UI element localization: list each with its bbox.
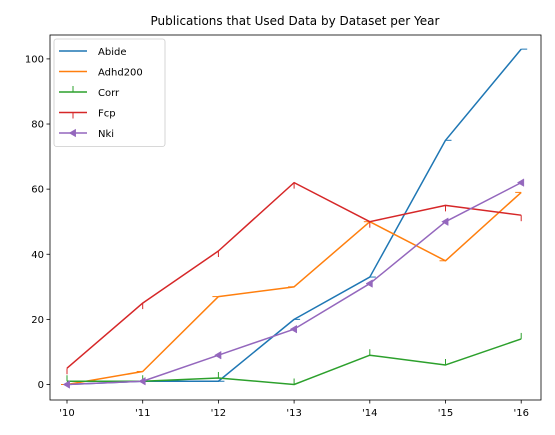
- data-point-nki: [441, 217, 449, 226]
- data-point-nki: [289, 324, 298, 334]
- legend-entry-adhd200: Adhd200: [59, 67, 143, 78]
- data-point-nki: [214, 350, 222, 360]
- data-point-nki: [62, 380, 70, 389]
- series-line-adhd200: [66, 191, 522, 386]
- y-axis: 0 20 40 60 80 100: [25, 54, 50, 391]
- legend-entry-fcp: Fcp: [59, 108, 116, 119]
- y-tick-label: 20: [31, 315, 44, 326]
- data-point-nki: [516, 178, 525, 187]
- data-point-nki: [365, 279, 373, 288]
- y-tick-label: 80: [31, 120, 44, 131]
- legend-marker: [68, 128, 76, 138]
- legend-label: Corr: [98, 88, 120, 99]
- x-axis: '10 '11 '12 '13 '14 '15 '16: [59, 400, 529, 419]
- y-tick-label: 60: [31, 185, 44, 196]
- legend-label: Fcp: [98, 108, 116, 119]
- x-tick-label: '11: [135, 408, 150, 419]
- x-tick-label: '13: [286, 408, 301, 419]
- series-line-fcp: [66, 181, 522, 369]
- series-nki: [62, 178, 525, 389]
- legend-entry-abide: Abide: [59, 47, 126, 58]
- series-corr: [66, 332, 522, 386]
- legend-label: Adhd200: [98, 67, 143, 78]
- series-group: [61, 48, 528, 389]
- legend-label: Nki: [98, 129, 114, 140]
- series-line-corr: [67, 338, 522, 386]
- y-tick-label: 100: [25, 54, 44, 65]
- series-adhd200: [61, 191, 522, 386]
- x-tick-label: '10: [59, 408, 74, 419]
- x-tick-label: '16: [513, 408, 528, 419]
- y-tick-label: 40: [31, 250, 44, 261]
- legend-box: [53, 38, 166, 147]
- legend: Abide Adhd200 Corr Fcp Nki: [53, 38, 166, 147]
- legend-entry-corr: Corr: [59, 86, 120, 99]
- series-line-nki: [66, 181, 522, 386]
- legend-entry-nki: Nki: [59, 128, 114, 140]
- y-tick-label: 0: [38, 380, 44, 391]
- plot-frame: [49, 34, 542, 401]
- x-tick-label: '14: [362, 408, 377, 419]
- legend-label: Abide: [98, 47, 126, 58]
- plot-area: [49, 34, 542, 401]
- x-tick-label: '12: [211, 408, 226, 419]
- data-point-nki: [138, 377, 146, 386]
- series-fcp: [66, 181, 522, 375]
- x-tick-label: '15: [438, 408, 453, 419]
- chart-title: Publications that Used Data by Dataset p…: [151, 14, 440, 28]
